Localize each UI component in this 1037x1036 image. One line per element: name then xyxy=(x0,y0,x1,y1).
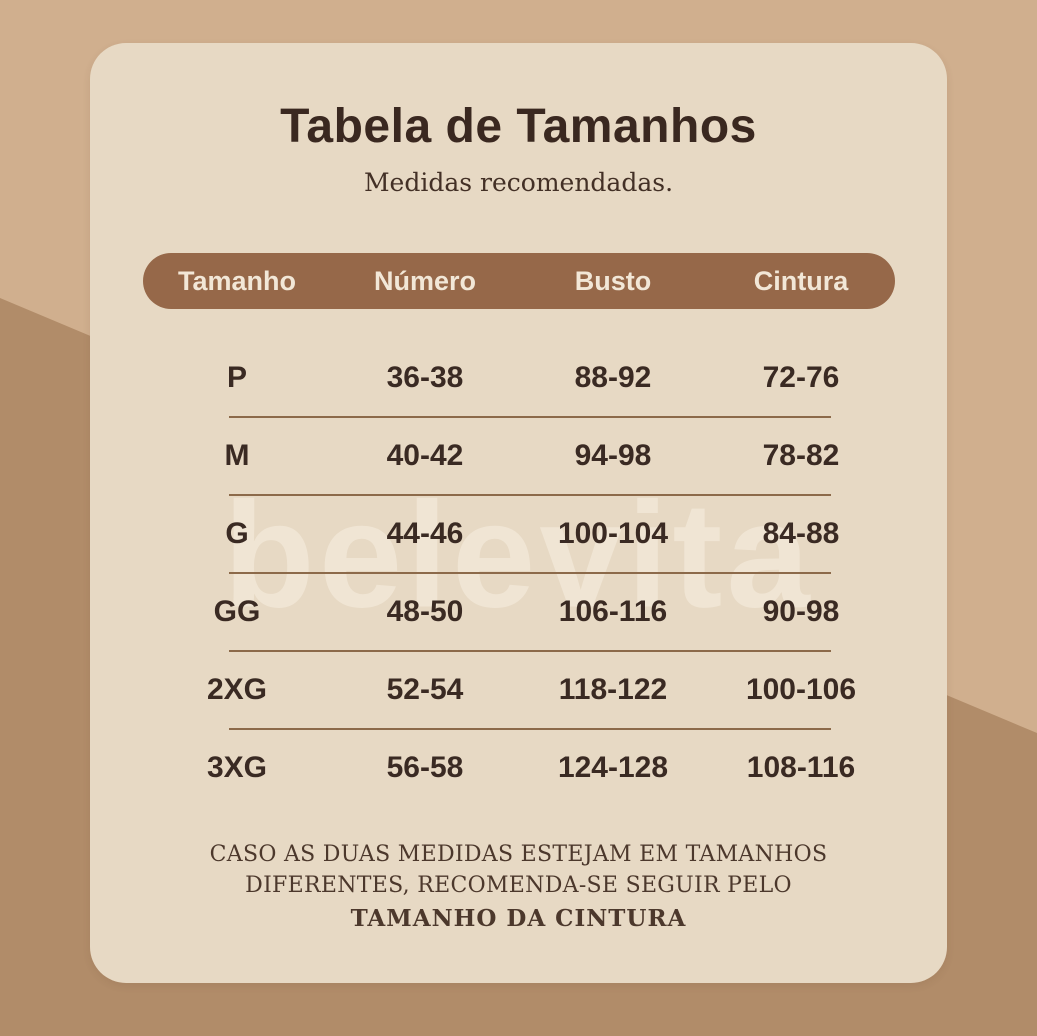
table-row: M 40-42 94-98 78-82 xyxy=(143,417,895,495)
busto-value: 88-92 xyxy=(574,361,652,394)
cintura-value: 72-76 xyxy=(762,361,840,394)
table-row: 2XG 52-54 118-122 100-106 xyxy=(143,651,895,729)
size-label: 3XG xyxy=(206,751,268,784)
size-label: G xyxy=(225,517,249,550)
row-separator xyxy=(229,572,831,574)
row-separator xyxy=(229,494,831,496)
table-body: P 36-38 88-92 72-76 M 40-42 94-98 78-82 … xyxy=(143,339,895,807)
row-separator xyxy=(229,728,831,730)
footer-note: CASO AS DUAS MEDIDAS ESTEJAM EM TAMANHOS… xyxy=(90,839,947,934)
column-header-numero: Número xyxy=(373,265,476,296)
size-label: 2XG xyxy=(206,673,268,706)
footer-note-line2: DIFERENTES, RECOMENDA-SE SEGUIR PELO xyxy=(245,873,792,898)
cintura-value: 84-88 xyxy=(762,517,840,550)
busto-value: 106-116 xyxy=(558,595,668,628)
table-header: Tamanho Número Busto Cintura xyxy=(143,253,895,309)
column-header-tamanho: Tamanho xyxy=(177,265,296,296)
table-row: P 36-38 88-92 72-76 xyxy=(143,339,895,417)
row-separator xyxy=(229,650,831,652)
column-header-cintura: Cintura xyxy=(753,265,849,296)
cintura-value: 78-82 xyxy=(762,439,840,472)
table-row: G 44-46 100-104 84-88 xyxy=(143,495,895,573)
table-row: 3XG 56-58 124-128 108-116 xyxy=(143,729,895,807)
row-separator xyxy=(229,416,831,418)
cintura-value: 90-98 xyxy=(762,595,840,628)
size-label: M xyxy=(224,439,250,472)
size-chart-card: belevita Tabela de Tamanhos Medidas reco… xyxy=(90,43,947,983)
size-label: P xyxy=(226,361,247,394)
page-title: Tabela de Tamanhos xyxy=(280,100,757,153)
numero-value: 52-54 xyxy=(386,673,464,706)
busto-value: 118-122 xyxy=(558,673,668,706)
busto-value: 100-104 xyxy=(557,517,669,550)
table-row: GG 48-50 106-116 90-98 xyxy=(143,573,895,651)
busto-value: 124-128 xyxy=(557,751,669,784)
column-header-busto: Busto xyxy=(574,265,652,296)
numero-value: 44-46 xyxy=(386,517,464,550)
numero-value: 36-38 xyxy=(386,361,464,394)
numero-value: 40-42 xyxy=(386,439,464,472)
numero-value: 48-50 xyxy=(386,595,464,628)
cintura-value: 100-106 xyxy=(745,673,857,706)
page-subtitle: Medidas recomendadas. xyxy=(363,168,674,197)
cintura-value: 108-116 xyxy=(746,751,856,784)
size-label: GG xyxy=(213,595,261,628)
busto-value: 94-98 xyxy=(574,439,652,472)
numero-value: 56-58 xyxy=(386,751,464,784)
footer-note-line1: CASO AS DUAS MEDIDAS ESTEJAM EM TAMANHOS xyxy=(209,842,828,867)
footer-note-line3: TAMANHO DA CINTURA xyxy=(350,905,687,932)
